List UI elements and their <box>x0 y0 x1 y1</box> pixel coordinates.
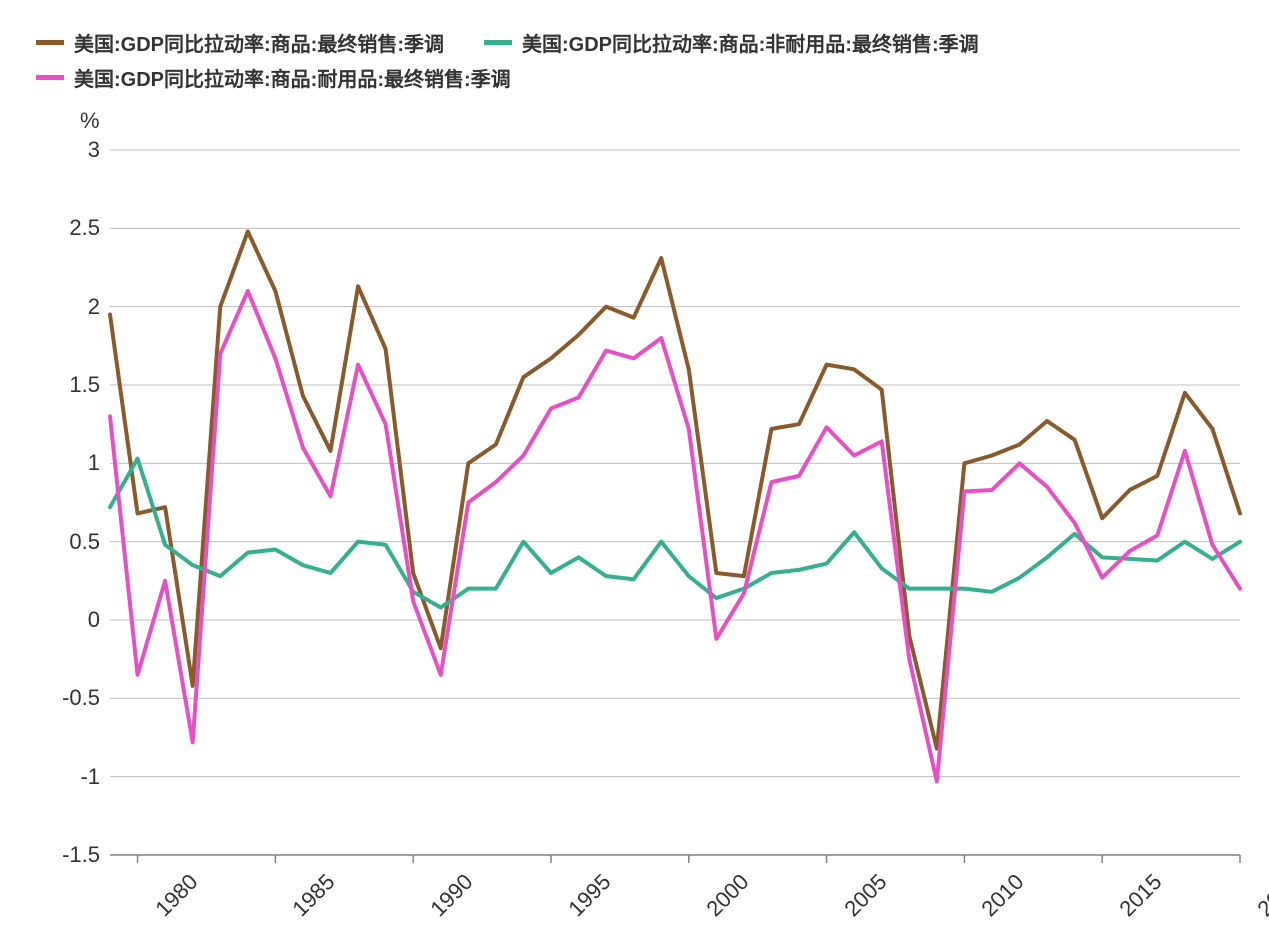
y-tick-label: -1 <box>40 764 100 790</box>
chart-container: 美国:GDP同比拉动率:商品:最终销售:季调 美国:GDP同比拉动率:商品:非耐… <box>0 0 1269 952</box>
y-tick-label: 2 <box>40 294 100 320</box>
y-tick-label: 0.5 <box>40 529 100 555</box>
y-tick-label: -0.5 <box>40 685 100 711</box>
y-tick-label: -1.5 <box>40 842 100 868</box>
y-tick-label: 3 <box>40 137 100 163</box>
series-line-goods_final_sales <box>110 231 1240 748</box>
chart-svg <box>0 0 1269 952</box>
y-tick-label: 1 <box>40 450 100 476</box>
y-tick-label: 1.5 <box>40 372 100 398</box>
series-line-nondurables_final_sales <box>110 459 1240 608</box>
y-tick-label: 0 <box>40 607 100 633</box>
y-tick-label: 2.5 <box>40 215 100 241</box>
